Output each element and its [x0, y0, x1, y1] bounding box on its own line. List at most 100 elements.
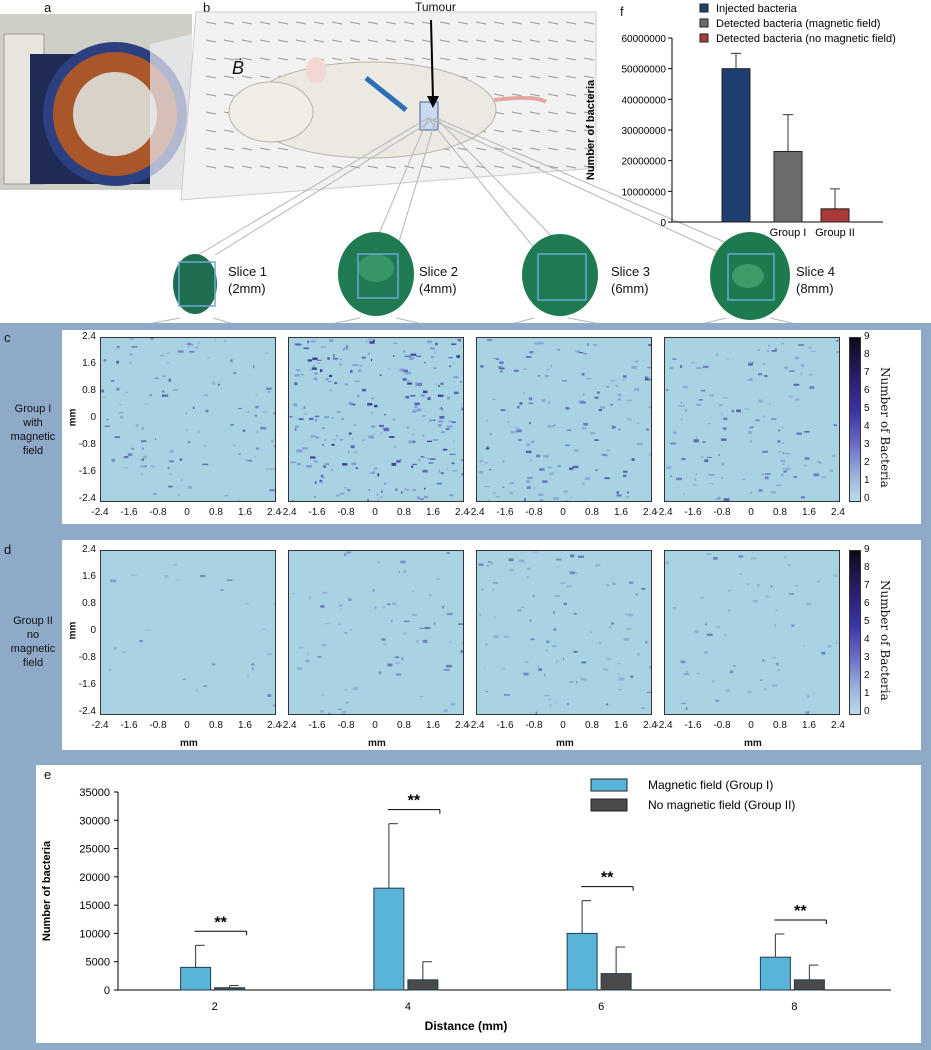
field-arrow: [565, 147, 577, 151]
heatmap-y-tick: 0.8: [82, 385, 96, 396]
heatmap-speck: [129, 338, 134, 340]
heatmap-x-tick: 1.6: [614, 507, 628, 518]
heatmap-speck: [301, 374, 304, 376]
heatmap-speck: [456, 355, 460, 359]
heatmap-speck: [260, 426, 267, 430]
heatmap-speck: [696, 367, 702, 369]
heatmap-speck: [321, 591, 328, 594]
heatmap-speck: [152, 492, 157, 496]
heatmap-speck: [114, 436, 120, 439]
heatmap-speck: [570, 496, 572, 499]
e-y-tick-label: 30000: [79, 815, 110, 827]
field-arrow: [223, 165, 235, 169]
heatmap-speck: [331, 444, 335, 446]
heatmap-speck: [695, 436, 698, 439]
heatmap-speck: [685, 707, 688, 710]
heatmap-speck: [416, 496, 421, 500]
heatmap-speck: [532, 594, 535, 598]
heatmap-speck: [594, 388, 597, 390]
heatmap-speck: [722, 427, 727, 431]
field-arrow: [205, 21, 217, 25]
heatmap-speck: [484, 667, 486, 670]
heatmap-speck: [328, 712, 331, 714]
heatmap-speck: [694, 477, 697, 481]
field-arrow: [223, 129, 235, 133]
heatmap-speck: [135, 424, 139, 427]
heatmap-y-tick: -0.8: [78, 439, 96, 450]
heatmap-speck: [631, 458, 635, 461]
heatmap-speck: [593, 344, 598, 346]
heatmap-speck: [438, 385, 440, 387]
field-arrow: [583, 93, 595, 97]
heatmap-speck: [706, 456, 712, 458]
heatmap-speck: [324, 463, 330, 466]
heatmap-speck: [197, 341, 201, 344]
field-arrow: [475, 147, 487, 151]
heatmap-speck: [348, 432, 352, 435]
heatmap-speck: [555, 659, 558, 663]
heatmap-speck: [489, 432, 493, 436]
heatmap-speck: [612, 426, 615, 429]
heatmap-speck: [634, 387, 640, 391]
heatmap-speck: [495, 496, 501, 498]
heatmap-speck: [606, 703, 609, 706]
heatmap-speck: [251, 663, 255, 666]
heatmap-speck: [728, 609, 731, 612]
heatmap-x-tick: 2.4: [831, 507, 845, 518]
heatmap-speck: [370, 397, 374, 400]
heatmap-speck: [478, 563, 484, 566]
heatmap-speck: [502, 460, 505, 463]
heatmap-speck: [545, 649, 548, 652]
heatmap-speck: [563, 602, 567, 606]
heatmap-x-axis-label: mm: [180, 738, 198, 749]
heatmap-speck: [361, 388, 367, 392]
heatmap-speck: [237, 407, 243, 410]
heatmap-speck: [391, 619, 393, 622]
heatmap-speck: [319, 369, 323, 373]
heatmap-speck: [784, 467, 790, 471]
heatmap-x-tick: -1.6: [120, 720, 138, 731]
colorbar-tick: 4: [864, 634, 870, 645]
heatmap-speck: [321, 643, 327, 647]
heatmap-speck: [391, 602, 397, 606]
field-arrow: [565, 57, 577, 61]
heatmap-speck: [718, 454, 720, 456]
heatmap-speck: [381, 490, 383, 493]
heatmap-speck: [481, 588, 484, 591]
heatmap-x-tick: 2.4: [455, 507, 469, 518]
heatmap-speck: [433, 622, 436, 625]
heatmap-speck: [367, 352, 370, 355]
heatmap-speck: [432, 439, 439, 441]
heatmap-speck: [782, 463, 785, 466]
heatmap-speck: [344, 632, 347, 634]
heatmap-speck: [517, 609, 522, 612]
heatmap-speck: [189, 350, 195, 353]
e-bar: [566, 932, 598, 991]
heatmap-speck: [313, 460, 317, 463]
heatmap-speck: [782, 441, 785, 444]
field-arrow: [385, 39, 397, 43]
heatmap-speck: [129, 362, 132, 365]
field-arrow: [223, 75, 235, 79]
heatmap-speck: [602, 668, 609, 671]
heatmap-speck: [305, 660, 310, 662]
heatmap-speck: [319, 479, 323, 483]
heatmap-speck: [783, 470, 787, 473]
heatmap-speck: [701, 389, 706, 392]
e-significance-label: **: [601, 870, 614, 887]
heatmap-speck: [803, 644, 805, 647]
heatmap-y-tick: -2.4: [78, 706, 96, 717]
heatmap-speck: [777, 669, 781, 671]
panel-label-d: d: [4, 542, 12, 557]
heatmap-y-tick: -0.8: [78, 652, 96, 663]
field-arrow: [511, 21, 523, 25]
heatmap-speck: [485, 447, 490, 450]
heatmap-speck: [172, 388, 178, 391]
heatmap-speck: [145, 629, 151, 631]
heatmap-speck: [707, 423, 711, 425]
heatmap-speck: [832, 454, 836, 458]
heatmap-speck: [230, 423, 234, 426]
field-arrow: [295, 39, 307, 43]
heatmap-speck: [788, 593, 794, 595]
heatmap-speck: [427, 397, 431, 401]
